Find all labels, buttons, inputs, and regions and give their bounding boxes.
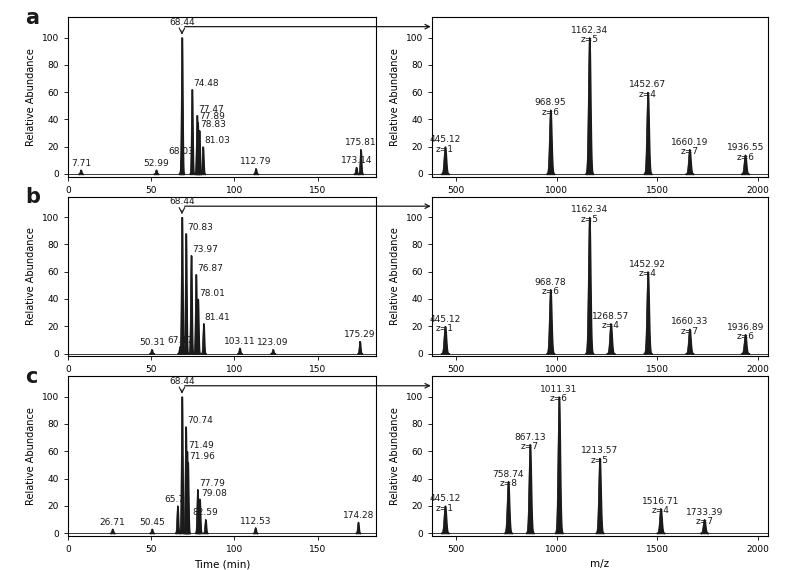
Text: 1452.67: 1452.67 [630,80,666,89]
Text: a: a [25,7,39,27]
Text: 1011.31: 1011.31 [540,385,578,394]
Text: 1268.57: 1268.57 [592,312,630,321]
Text: z=5: z=5 [581,35,598,44]
Text: 77.89: 77.89 [199,112,225,121]
Text: z=1: z=1 [436,145,454,153]
Text: 68.03: 68.03 [168,146,194,156]
Text: z=6: z=6 [542,108,559,117]
Text: 867.13: 867.13 [514,433,546,442]
Text: z=6: z=6 [542,287,559,296]
Text: z=6: z=6 [550,394,568,404]
Text: 1660.33: 1660.33 [671,317,708,326]
Text: 1936.89: 1936.89 [726,323,764,332]
X-axis label: m/z: m/z [590,380,610,390]
Text: 70.74: 70.74 [187,416,213,425]
Text: 175.29: 175.29 [344,330,375,339]
Text: z=7: z=7 [695,517,714,526]
Text: 7.71: 7.71 [70,159,91,168]
Text: 26.71: 26.71 [99,518,126,527]
Text: 74.48: 74.48 [194,79,219,88]
Y-axis label: Relative Abundance: Relative Abundance [26,227,36,325]
Text: 1733.39: 1733.39 [686,508,723,516]
Text: 1162.34: 1162.34 [571,26,608,35]
Text: 1660.19: 1660.19 [671,138,708,146]
Text: 1516.71: 1516.71 [642,497,679,506]
Y-axis label: Relative Abundance: Relative Abundance [26,48,36,146]
Text: 68.44: 68.44 [169,18,194,27]
Y-axis label: Relative Abundance: Relative Abundance [390,407,400,505]
Text: z=4: z=4 [639,90,657,99]
Text: z=5: z=5 [590,456,609,465]
Text: z=4: z=4 [602,321,620,331]
Text: 175.81: 175.81 [345,139,377,148]
Text: z=8: z=8 [499,479,518,488]
Y-axis label: Relative Abundance: Relative Abundance [390,227,400,325]
Text: 445.12: 445.12 [430,135,461,144]
Text: 1452.92: 1452.92 [630,260,666,269]
Text: z=7: z=7 [521,442,539,451]
Text: 68.44: 68.44 [169,197,194,206]
X-axis label: Time (min): Time (min) [194,200,250,210]
Text: b: b [25,187,40,207]
X-axis label: m/z: m/z [590,200,610,210]
Text: z=4: z=4 [652,506,670,515]
Text: 70.83: 70.83 [187,223,213,232]
X-axis label: m/z: m/z [590,559,610,569]
Text: 968.95: 968.95 [534,98,566,107]
Text: 1162.34: 1162.34 [571,205,608,214]
Text: 103.11: 103.11 [224,337,255,346]
Text: z=4: z=4 [639,270,657,279]
Text: 78.01: 78.01 [199,288,225,298]
Text: 68.44: 68.44 [169,377,194,386]
Y-axis label: Relative Abundance: Relative Abundance [390,48,400,146]
Text: 968.78: 968.78 [534,278,566,287]
Text: 50.31: 50.31 [139,339,165,347]
Text: z=5: z=5 [581,215,598,224]
Text: 65.79: 65.79 [165,495,190,504]
Text: 81.03: 81.03 [204,136,230,145]
Text: z=1: z=1 [436,504,454,512]
Text: 445.12: 445.12 [430,315,461,324]
Text: z=6: z=6 [736,332,754,341]
Text: c: c [25,367,38,386]
Text: z=6: z=6 [736,153,754,162]
Text: 174.28: 174.28 [342,511,374,520]
Text: 78.83: 78.83 [201,120,226,129]
Text: 52.99: 52.99 [143,159,169,168]
Text: 79.08: 79.08 [201,488,227,498]
Text: z=1: z=1 [436,324,454,333]
Text: 50.45: 50.45 [139,518,165,527]
Text: 71.96: 71.96 [189,452,215,461]
Text: 67.17: 67.17 [167,336,193,345]
Y-axis label: Relative Abundance: Relative Abundance [26,407,36,505]
Text: 758.74: 758.74 [493,470,524,478]
Text: 82.59: 82.59 [193,508,218,518]
Text: 81.41: 81.41 [205,313,230,322]
Text: 71.49: 71.49 [188,441,214,450]
Text: 77.47: 77.47 [198,105,224,114]
Text: 112.79: 112.79 [240,157,271,166]
Text: 73.97: 73.97 [193,245,218,254]
Text: 1936.55: 1936.55 [726,143,764,152]
X-axis label: Time (min): Time (min) [194,380,250,390]
Text: z=7: z=7 [681,147,698,156]
Text: 112.53: 112.53 [239,516,271,526]
Text: z=7: z=7 [681,327,698,336]
Text: 173.14: 173.14 [341,156,372,165]
X-axis label: Time (min): Time (min) [194,559,250,569]
Text: 123.09: 123.09 [257,339,289,347]
Text: 445.12: 445.12 [430,494,461,503]
Text: 1213.57: 1213.57 [581,446,618,455]
Text: 76.87: 76.87 [198,264,223,273]
Text: 77.79: 77.79 [199,479,225,488]
